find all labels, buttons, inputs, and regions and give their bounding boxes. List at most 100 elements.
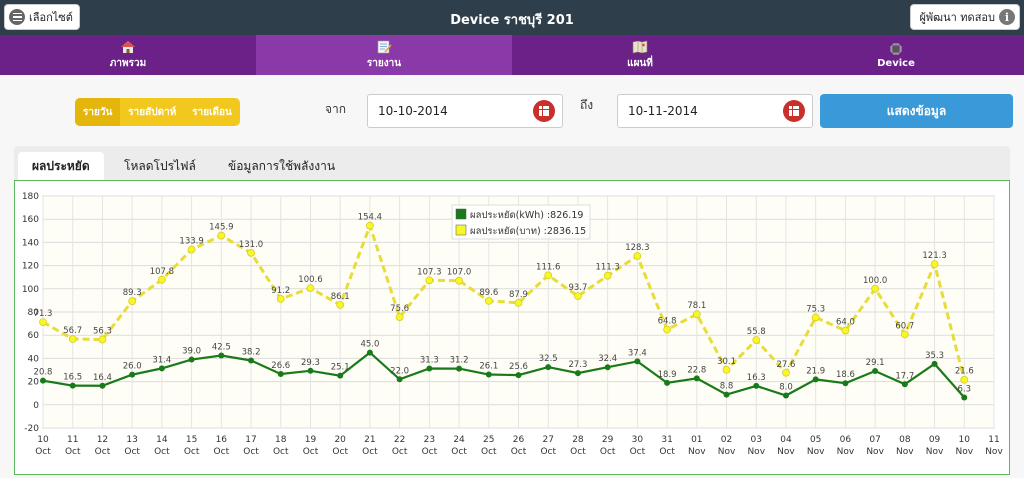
data-point-baht — [692, 310, 701, 319]
from-calendar-button[interactable] — [533, 100, 555, 122]
data-label-kwh: 22.0 — [390, 366, 409, 376]
data-label-kwh: 16.4 — [93, 373, 112, 383]
data-point-kwh — [158, 365, 165, 372]
select-site-label: เลือกไซต์ — [29, 11, 73, 24]
data-point-baht — [900, 330, 909, 339]
x-tick-label: 10 — [959, 435, 971, 445]
data-label-baht: 87.9 — [509, 290, 528, 300]
select-site-button[interactable]: เลือกไซต์ — [4, 4, 80, 30]
from-date-input[interactable]: 10-10-2014 — [367, 94, 563, 128]
x-tick-label: Oct — [35, 447, 51, 457]
data-label-kwh: 32.5 — [539, 354, 558, 364]
x-tick-label: Nov — [688, 447, 706, 457]
data-label-kwh: 29.1 — [866, 358, 885, 368]
data-point-baht — [336, 301, 345, 309]
nav-item-overview[interactable]: ภาพรวม — [0, 35, 256, 75]
nav-label: ภาพรวม — [109, 57, 147, 69]
data-point-baht — [782, 368, 790, 377]
x-tick-label: Oct — [332, 447, 348, 457]
legend-swatch-baht — [455, 224, 467, 236]
x-tick-label: Oct — [214, 447, 230, 457]
data-label-kwh: 32.4 — [598, 354, 617, 364]
data-point-kwh — [396, 376, 403, 383]
x-tick-label: Oct — [184, 447, 200, 457]
to-date-input[interactable]: 10-11-2014 — [617, 94, 813, 128]
nav-label: Device — [877, 57, 915, 69]
data-label-baht: 64.0 — [836, 318, 855, 328]
x-tick-label: 11 — [988, 435, 999, 445]
x-tick-label: Nov — [896, 447, 914, 457]
x-tick-label: Oct — [362, 447, 378, 457]
x-tick-label: Oct — [451, 447, 467, 457]
tab-savings[interactable]: ผลประหยัด — [18, 152, 104, 180]
data-label-kwh: 29.3 — [301, 358, 320, 368]
x-tick-label: 13 — [126, 435, 137, 445]
x-tick-label: 18 — [275, 435, 287, 445]
data-label-kwh: 17.7 — [895, 371, 914, 381]
report-icon — [377, 40, 392, 53]
tab-energy-usage[interactable]: ข้อมูลการใช้พลังงาน — [228, 158, 336, 173]
data-point-kwh — [456, 365, 463, 372]
data-point-kwh — [842, 380, 849, 387]
data-label-kwh: 18.6 — [836, 370, 855, 380]
data-label-baht: 30.1 — [717, 357, 736, 367]
x-tick-label: 04 — [780, 435, 792, 445]
nav-item-map[interactable]: แผนที่ — [512, 35, 768, 75]
data-point-kwh — [574, 370, 581, 377]
data-label-kwh: 39.0 — [182, 347, 201, 357]
data-label-kwh: 16.5 — [63, 373, 82, 383]
data-point-kwh — [99, 382, 106, 389]
nav-item-report[interactable]: รายงาน — [256, 35, 512, 75]
nav-item-device[interactable]: Device — [768, 35, 1024, 75]
info-icon: i — [999, 9, 1015, 25]
period-weekly-button[interactable]: รายสัปดาห์ — [128, 106, 177, 118]
data-label-baht: 100.0 — [863, 276, 887, 286]
data-label-baht: 64.8 — [658, 317, 677, 327]
x-tick-label: 30 — [632, 435, 644, 445]
data-point-baht — [811, 313, 820, 322]
calendar-icon — [789, 106, 799, 116]
period-daily-button[interactable]: รายวัน — [75, 98, 121, 126]
home-icon — [121, 40, 135, 53]
data-label-baht: 75.3 — [806, 304, 825, 314]
data-point-kwh — [693, 375, 700, 382]
data-point-baht — [603, 271, 612, 280]
data-label-baht: 100.6 — [298, 275, 322, 285]
period-selector: รายวัน รายสัปดาห์ รายเดือน — [75, 98, 240, 126]
data-point-baht — [366, 221, 374, 230]
x-tick-label: Oct — [392, 447, 408, 457]
developer-button[interactable]: ผู้พัฒนา ทดสอบ i — [910, 4, 1020, 30]
data-point-kwh — [634, 358, 641, 365]
data-point-baht — [306, 284, 315, 293]
x-tick-label: Nov — [747, 447, 765, 457]
x-tick-label: 02 — [721, 435, 732, 445]
to-calendar-button[interactable] — [783, 100, 805, 122]
to-label: ถึง — [580, 98, 594, 112]
x-tick-label: Oct — [154, 447, 170, 457]
y-tick-label: 0 — [33, 401, 39, 411]
nav-label: แผนที่ — [627, 57, 653, 69]
x-tick-label: 09 — [929, 435, 941, 445]
data-label-baht: 107.8 — [150, 267, 174, 277]
x-tick-label: Oct — [659, 447, 675, 457]
data-label-baht: 131.0 — [239, 240, 263, 250]
main-nav: ภาพรวม รายงาน แผนที่ Device — [0, 35, 1024, 75]
data-label-baht: 71.3 — [34, 309, 53, 319]
show-data-button[interactable]: แสดงข้อมูล — [820, 94, 1013, 128]
data-point-baht — [276, 295, 285, 303]
data-point-kwh — [604, 364, 611, 371]
data-label-baht: 111.6 — [536, 262, 560, 272]
data-label-kwh: 38.2 — [242, 347, 261, 357]
tab-load-profile[interactable]: โหลดโปรไฟล์ — [124, 158, 196, 173]
data-label-baht: 128.3 — [625, 243, 649, 253]
data-label-kwh: 31.2 — [450, 356, 469, 366]
data-label-baht: 89.6 — [479, 288, 498, 298]
data-point-baht — [187, 245, 196, 254]
data-point-baht — [722, 365, 731, 374]
x-tick-label: 15 — [186, 435, 197, 445]
data-point-baht — [633, 252, 642, 260]
x-tick-label: Nov — [837, 447, 855, 457]
data-label-kwh: 25.1 — [331, 363, 350, 373]
x-tick-label: 27 — [542, 435, 553, 445]
period-monthly-button[interactable]: รายเดือน — [192, 106, 232, 118]
